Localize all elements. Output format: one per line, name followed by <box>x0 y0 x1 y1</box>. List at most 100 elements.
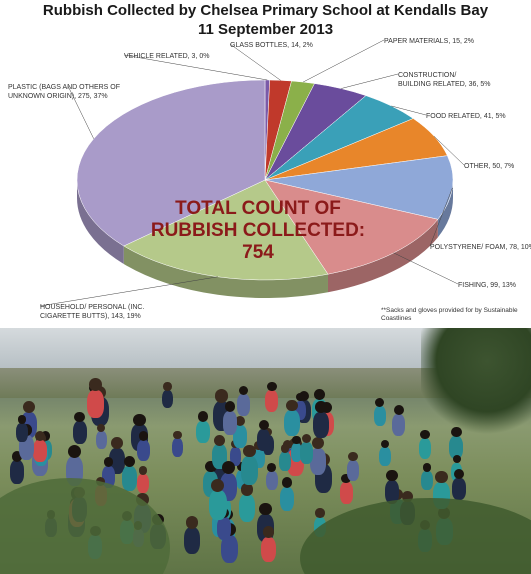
person <box>196 420 210 444</box>
person-head <box>163 382 172 391</box>
person <box>16 422 28 443</box>
person-head <box>238 385 249 396</box>
person <box>449 436 464 460</box>
person-head <box>133 413 146 426</box>
leader-line <box>433 135 465 166</box>
person-head <box>454 469 464 480</box>
leader-line <box>67 85 94 139</box>
person-head <box>315 401 327 413</box>
person-head <box>11 451 23 462</box>
person <box>373 406 386 427</box>
person-head <box>435 470 448 484</box>
pie-chart: VEHICLE RELATED, 3, 0% GLASS BOTTLES, 14,… <box>8 38 531 320</box>
total-count-label: TOTAL COUNT OF <box>175 198 341 219</box>
person-head <box>259 502 272 516</box>
leader-line <box>303 39 385 83</box>
slice-label: HOUSEHOLD/ PERSONAL (INC. CIGARETTE BUTTS… <box>40 304 144 320</box>
group-photo <box>0 328 531 574</box>
person-head <box>402 490 414 502</box>
person <box>72 420 87 445</box>
total-count-label: 754 <box>242 242 274 263</box>
person-head <box>23 401 36 414</box>
person-head <box>214 389 229 403</box>
slice-label: OTHER, 50, 7% <box>464 163 514 170</box>
person <box>121 466 137 492</box>
leader-line <box>39 276 218 307</box>
person <box>216 516 231 541</box>
chart-footnote: **Sacks and gloves provided for by Susta… <box>381 307 518 322</box>
pie-slice-side <box>123 245 328 299</box>
photo-grass-right <box>300 498 531 574</box>
person-head <box>17 414 27 424</box>
person <box>283 409 300 437</box>
slice-label: PLASTIC (BAGS AND OTHERS OF UNKNOWN ORIGI… <box>8 84 120 100</box>
person <box>384 479 400 505</box>
person <box>300 442 313 464</box>
person-head <box>173 430 182 440</box>
person <box>238 494 256 522</box>
person <box>183 527 200 555</box>
pie-slice-side <box>327 219 438 293</box>
leader-line <box>429 187 453 247</box>
slice-label: GLASS BOTTLES, 14, 2% <box>230 42 313 49</box>
person-head <box>110 437 123 449</box>
person-head <box>67 444 81 458</box>
slice-label: CONSTRUCTION/BUILDING RELATED, 36, 5% <box>398 72 490 88</box>
slice-label: VEHICLE RELATED, 3, 0% <box>124 53 209 60</box>
person <box>279 451 291 471</box>
slice-label: FOOD RELATED, 41, 5% <box>426 113 506 120</box>
chart-subtitle: 11 September 2013 <box>197 21 334 38</box>
person-head <box>393 404 404 415</box>
person <box>346 460 360 481</box>
person <box>379 447 391 467</box>
person-head <box>258 419 269 430</box>
leader-line <box>393 252 459 285</box>
person <box>171 438 184 458</box>
person <box>162 389 174 409</box>
person <box>339 482 353 504</box>
photo-tree <box>421 328 531 438</box>
person-head <box>312 436 325 449</box>
person <box>279 486 295 511</box>
slice-label: POLYSTYRENE/ FOAM, 78, 10% <box>430 244 531 251</box>
person <box>391 413 406 436</box>
person-head <box>74 411 85 423</box>
person-head <box>89 378 102 392</box>
person-head <box>296 392 305 402</box>
person-head <box>315 508 325 518</box>
leader-line <box>391 105 427 116</box>
person-head <box>267 463 277 472</box>
slice-label: PAPER MATERIALS, 15, 2% <box>384 38 474 45</box>
person-head <box>422 463 432 472</box>
person-head <box>97 423 106 432</box>
person <box>233 424 247 448</box>
person <box>260 536 277 563</box>
leader-line <box>341 73 399 89</box>
person-head <box>348 451 358 462</box>
person <box>265 390 279 413</box>
person <box>421 470 433 490</box>
person <box>256 428 271 451</box>
person-head <box>285 399 298 412</box>
person <box>95 430 107 450</box>
total-count-label: RUBBISH COLLECTED: <box>151 220 365 241</box>
person <box>222 411 238 435</box>
person <box>10 460 25 484</box>
person <box>33 439 47 462</box>
person <box>252 449 265 469</box>
person <box>229 447 241 466</box>
person-head <box>35 430 46 441</box>
person-head <box>234 415 245 426</box>
person-head <box>103 457 114 467</box>
person <box>213 461 226 481</box>
person-head <box>262 526 275 538</box>
person-head <box>266 381 277 392</box>
person <box>265 470 278 491</box>
person-head <box>420 429 430 440</box>
person <box>137 473 149 494</box>
person-head <box>375 398 385 408</box>
person-head <box>292 435 301 445</box>
person-head <box>222 461 235 474</box>
person-head <box>451 426 462 438</box>
